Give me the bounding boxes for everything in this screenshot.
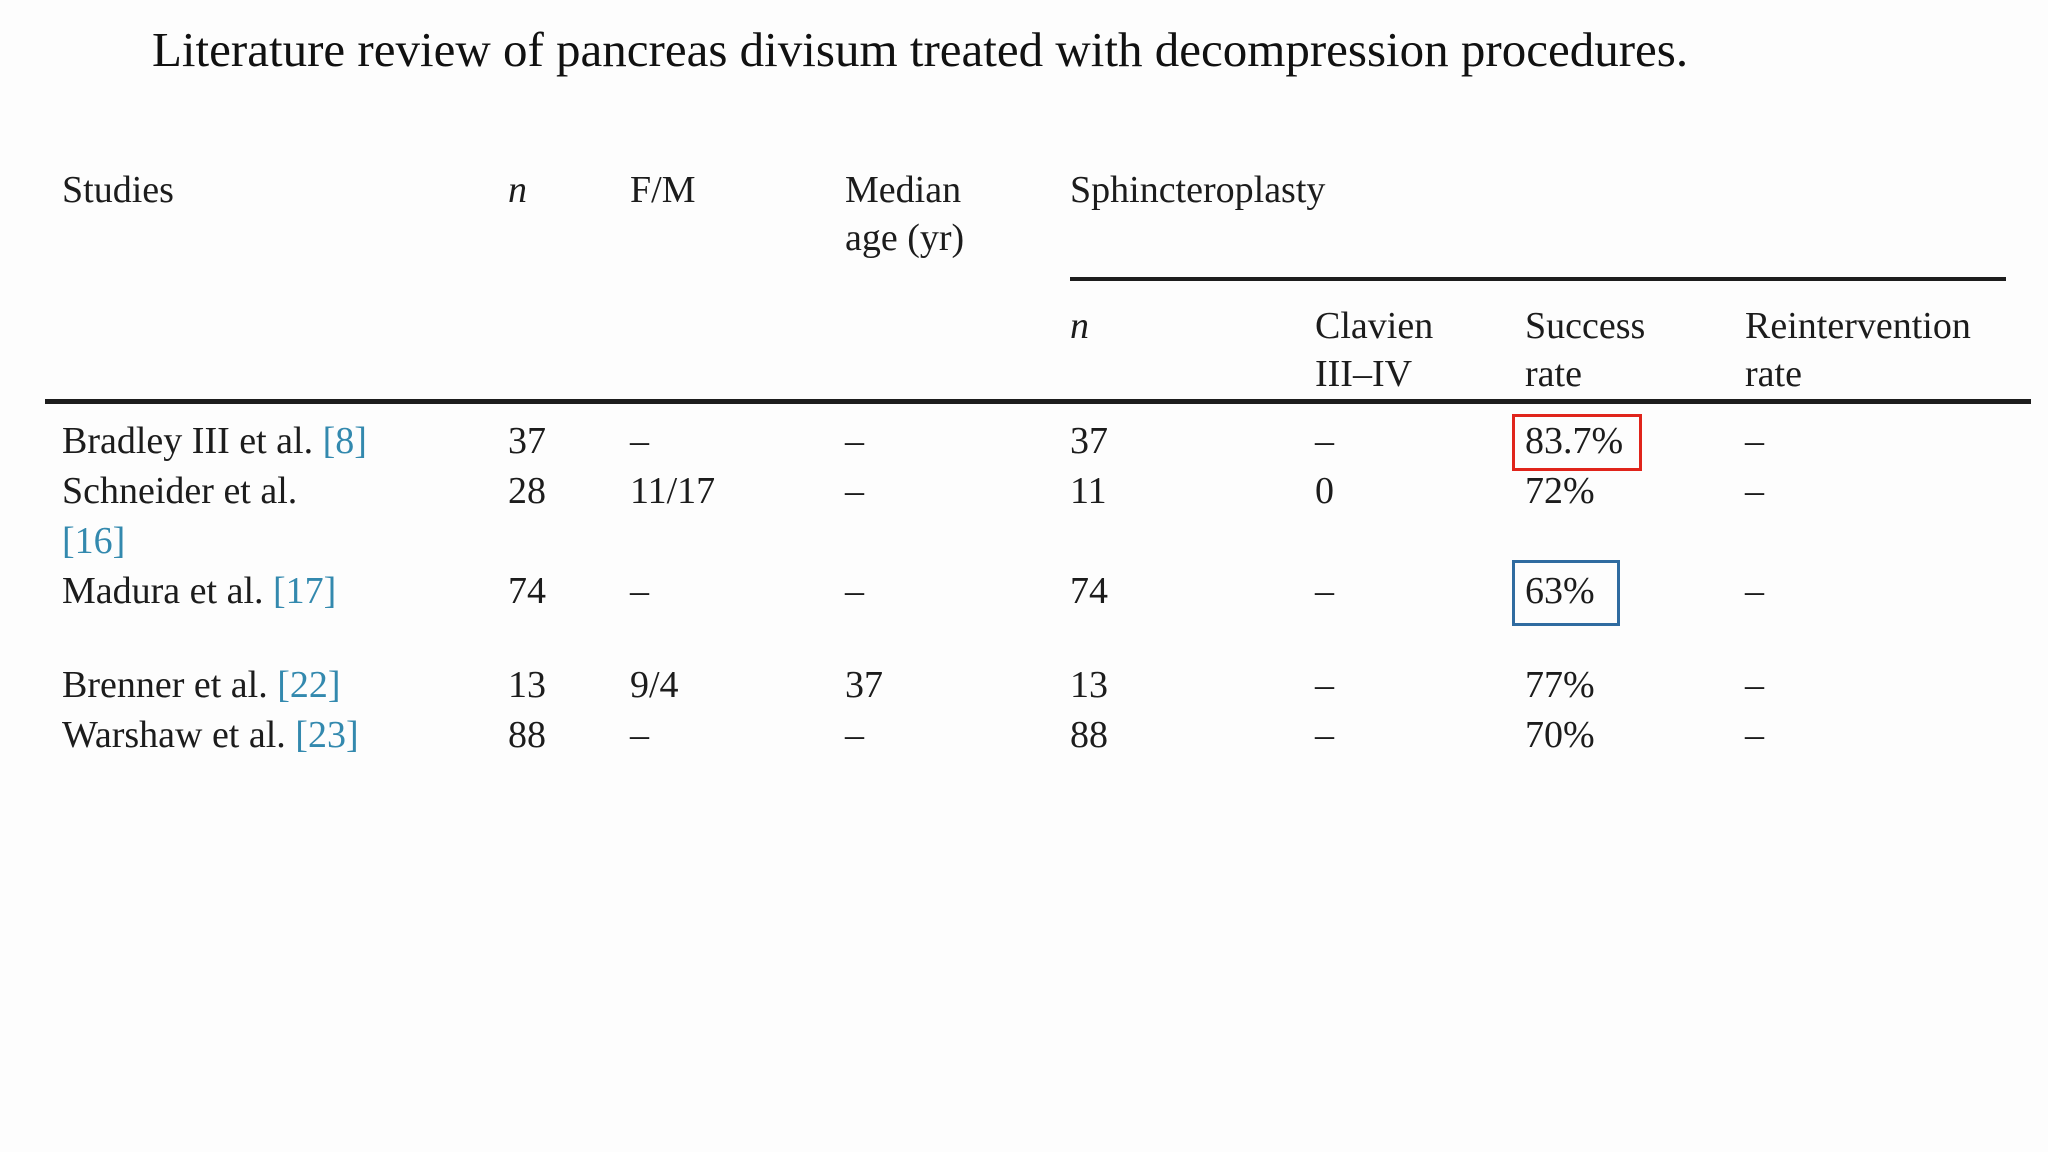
cell-row4-median-age: – [845, 714, 864, 756]
cell-row3-median-age: 37 [845, 664, 883, 706]
cell-row2-study: Madura et al. [17] [62, 567, 336, 615]
table-caption: Literature review of pancreas divisum tr… [152, 22, 1689, 77]
cell-row2-n: 74 [508, 570, 546, 612]
cell-row3-success-rate: 77% [1525, 664, 1595, 706]
cell-row1-sp-n: 11 [1070, 470, 1107, 512]
cell-row1-fm: 11/17 [630, 470, 716, 512]
subcol-header-success-line2: rate [1525, 353, 1582, 395]
citation-ref-8[interactable]: [8] [322, 420, 367, 462]
cell-row0-study: Bradley III et al. [8] [62, 417, 367, 465]
study-name: Warshaw et al. [62, 714, 286, 756]
subcol-header-clavien-line1: Clavien [1315, 305, 1434, 347]
cell-row1-success-rate: 72% [1525, 470, 1595, 512]
cell-row0-reintervention: – [1745, 420, 1764, 462]
header-body-rule [45, 399, 2031, 404]
subcol-header-n: n [1070, 305, 1089, 347]
cell-row4-success-rate: 70% [1525, 714, 1595, 756]
col-group-header-sphincteroplasty: Sphincteroplasty [1070, 169, 1326, 211]
group-spanner-rule [1070, 277, 2006, 281]
cell-row4-sp-n: 88 [1070, 714, 1108, 756]
cell-row4-clavien: – [1315, 714, 1334, 756]
study-name: Madura et al. [62, 570, 264, 612]
citation-ref-17[interactable]: [17] [273, 570, 337, 612]
citation-ref-16[interactable]: [16] [62, 520, 126, 562]
study-name: Bradley III et al. [62, 420, 314, 462]
study-name: Brenner et al. [62, 664, 268, 706]
subcol-header-clavien-line2: III–IV [1315, 353, 1413, 395]
subcol-header-success-line1: Success [1525, 305, 1646, 347]
col-header-fm: F/M [630, 169, 696, 211]
cell-row3-reintervention: – [1745, 664, 1764, 706]
col-header-median-age-line1: Median [845, 169, 962, 211]
cell-row0-median-age: – [845, 420, 864, 462]
cell-row4-fm: – [630, 714, 649, 756]
cell-row0-n: 37 [508, 420, 546, 462]
col-header-median-age-line2: age (yr) [845, 217, 965, 259]
cell-row2-reintervention: – [1745, 570, 1764, 612]
cell-row2-success-rate: 63% [1512, 560, 1620, 626]
col-header-studies: Studies [62, 169, 174, 211]
col-header-n: n [508, 169, 527, 211]
red-highlight-box: 83.7% [1512, 414, 1643, 471]
cell-row2-median-age: – [845, 570, 864, 612]
blue-highlight-box: 63% [1512, 560, 1620, 626]
cell-row4-reintervention: – [1745, 714, 1764, 756]
cell-row1-clavien: 0 [1315, 470, 1334, 512]
subcol-header-reintervention-line2: rate [1745, 353, 1802, 395]
cell-row3-fm: 9/4 [630, 664, 679, 706]
cell-row1-study: Schneider et al. [62, 470, 298, 512]
cell-row2-sp-n: 74 [1070, 570, 1108, 612]
citation-ref-22[interactable]: [22] [277, 664, 341, 706]
cell-row1-reintervention: – [1745, 470, 1764, 512]
cell-row0-fm: – [630, 420, 649, 462]
cell-row2-fm: – [630, 570, 649, 612]
cell-row0-sp-n: 37 [1070, 420, 1108, 462]
subcol-header-reintervention-line1: Reintervention [1745, 305, 1971, 347]
cell-row1-n: 28 [508, 470, 546, 512]
cell-row2-clavien: – [1315, 570, 1334, 612]
cell-row3-n: 13 [508, 664, 546, 706]
cell-row3-clavien: – [1315, 664, 1334, 706]
cell-row3-study: Brenner et al. [22] [62, 661, 341, 709]
cell-row3-sp-n: 13 [1070, 664, 1108, 706]
cell-row4-n: 88 [508, 714, 546, 756]
cell-row0-success-rate: 83.7% [1512, 414, 1643, 471]
cell-row4-study: Warshaw et al. [23] [62, 711, 359, 759]
cell-row0-clavien: – [1315, 420, 1334, 462]
citation-ref-23[interactable]: [23] [295, 714, 359, 756]
cell-row1-median-age: – [845, 470, 864, 512]
